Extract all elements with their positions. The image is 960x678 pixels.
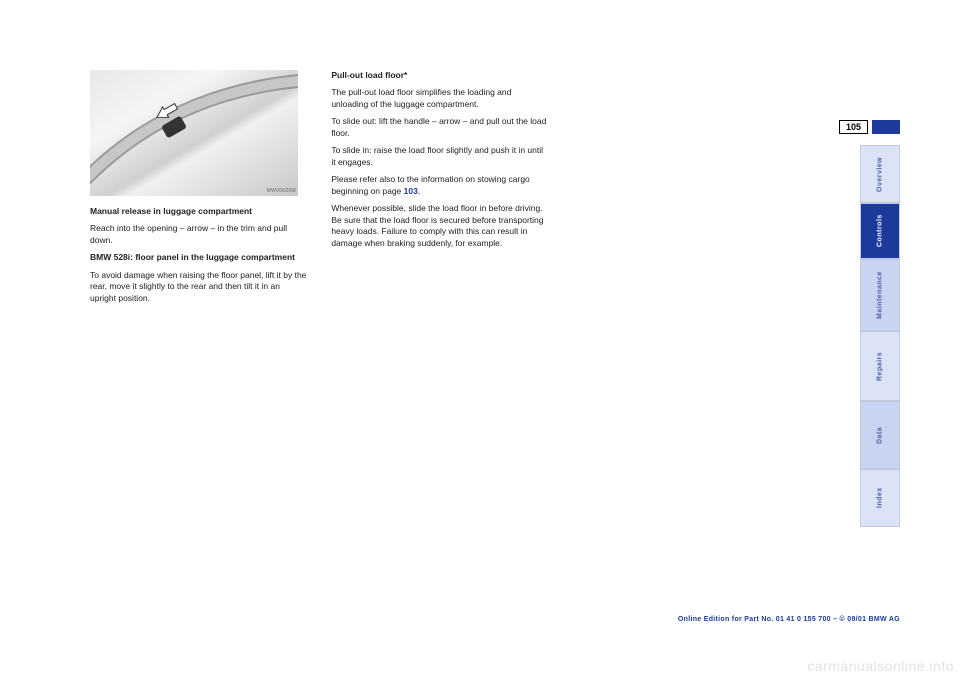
text-lf-4a: Please refer also to the information on … xyxy=(331,174,529,195)
text-lf-1: The pull-out load floor simplifies the l… xyxy=(331,87,548,110)
heading-load-floor: Pull-out load floor* xyxy=(331,70,548,81)
text-lf-4b: . xyxy=(418,186,420,196)
tab-controls[interactable]: Controls xyxy=(860,203,900,259)
manual-page: 105 OverviewControlsMaintenanceRepairsDa… xyxy=(90,70,870,630)
roof-trim-illustration xyxy=(90,70,298,196)
text-floor-panel: To avoid damage when raising the floor p… xyxy=(90,270,307,304)
tab-data[interactable]: Data xyxy=(860,401,900,469)
content-columns: MW00620M Manual release in luggage compa… xyxy=(90,70,790,310)
watermark: carmanualsonline.info xyxy=(807,658,954,674)
figure-illustration: MW00620M xyxy=(90,70,298,196)
footer-text: Online Edition for Part No. 01 41 0 155 … xyxy=(678,616,900,623)
figure-code: MW00620M xyxy=(267,188,296,195)
tab-repairs[interactable]: Repairs xyxy=(860,331,900,401)
text-lf-4: Please refer also to the information on … xyxy=(331,174,548,197)
page-number-bar: 105 xyxy=(839,120,900,134)
page-number: 105 xyxy=(839,120,868,134)
page-number-strip xyxy=(872,120,900,134)
text-lf-3: To slide in: raise the load floor slight… xyxy=(331,145,548,168)
text-manual-release: Reach into the opening – arrow – in the … xyxy=(90,223,307,246)
tab-maintenance[interactable]: Maintenance xyxy=(860,259,900,331)
column-middle: Pull-out load floor* The pull-out load f… xyxy=(331,70,548,310)
tab-index[interactable]: Index xyxy=(860,469,900,527)
heading-floor-panel: BMW 528i: floor panel in the luggage com… xyxy=(90,252,307,263)
tab-overview[interactable]: Overview xyxy=(860,145,900,203)
heading-manual-release: Manual release in luggage compartment xyxy=(90,206,307,217)
text-lf-5: Whenever possible, slide the load floor … xyxy=(331,203,548,249)
section-tabs: OverviewControlsMaintenanceRepairsDataIn… xyxy=(860,145,900,527)
column-right xyxy=(573,70,790,310)
page-link-103[interactable]: 103 xyxy=(404,186,418,196)
text-lf-2: To slide out: lift the handle – arrow – … xyxy=(331,116,548,139)
column-left: MW00620M Manual release in luggage compa… xyxy=(90,70,307,310)
